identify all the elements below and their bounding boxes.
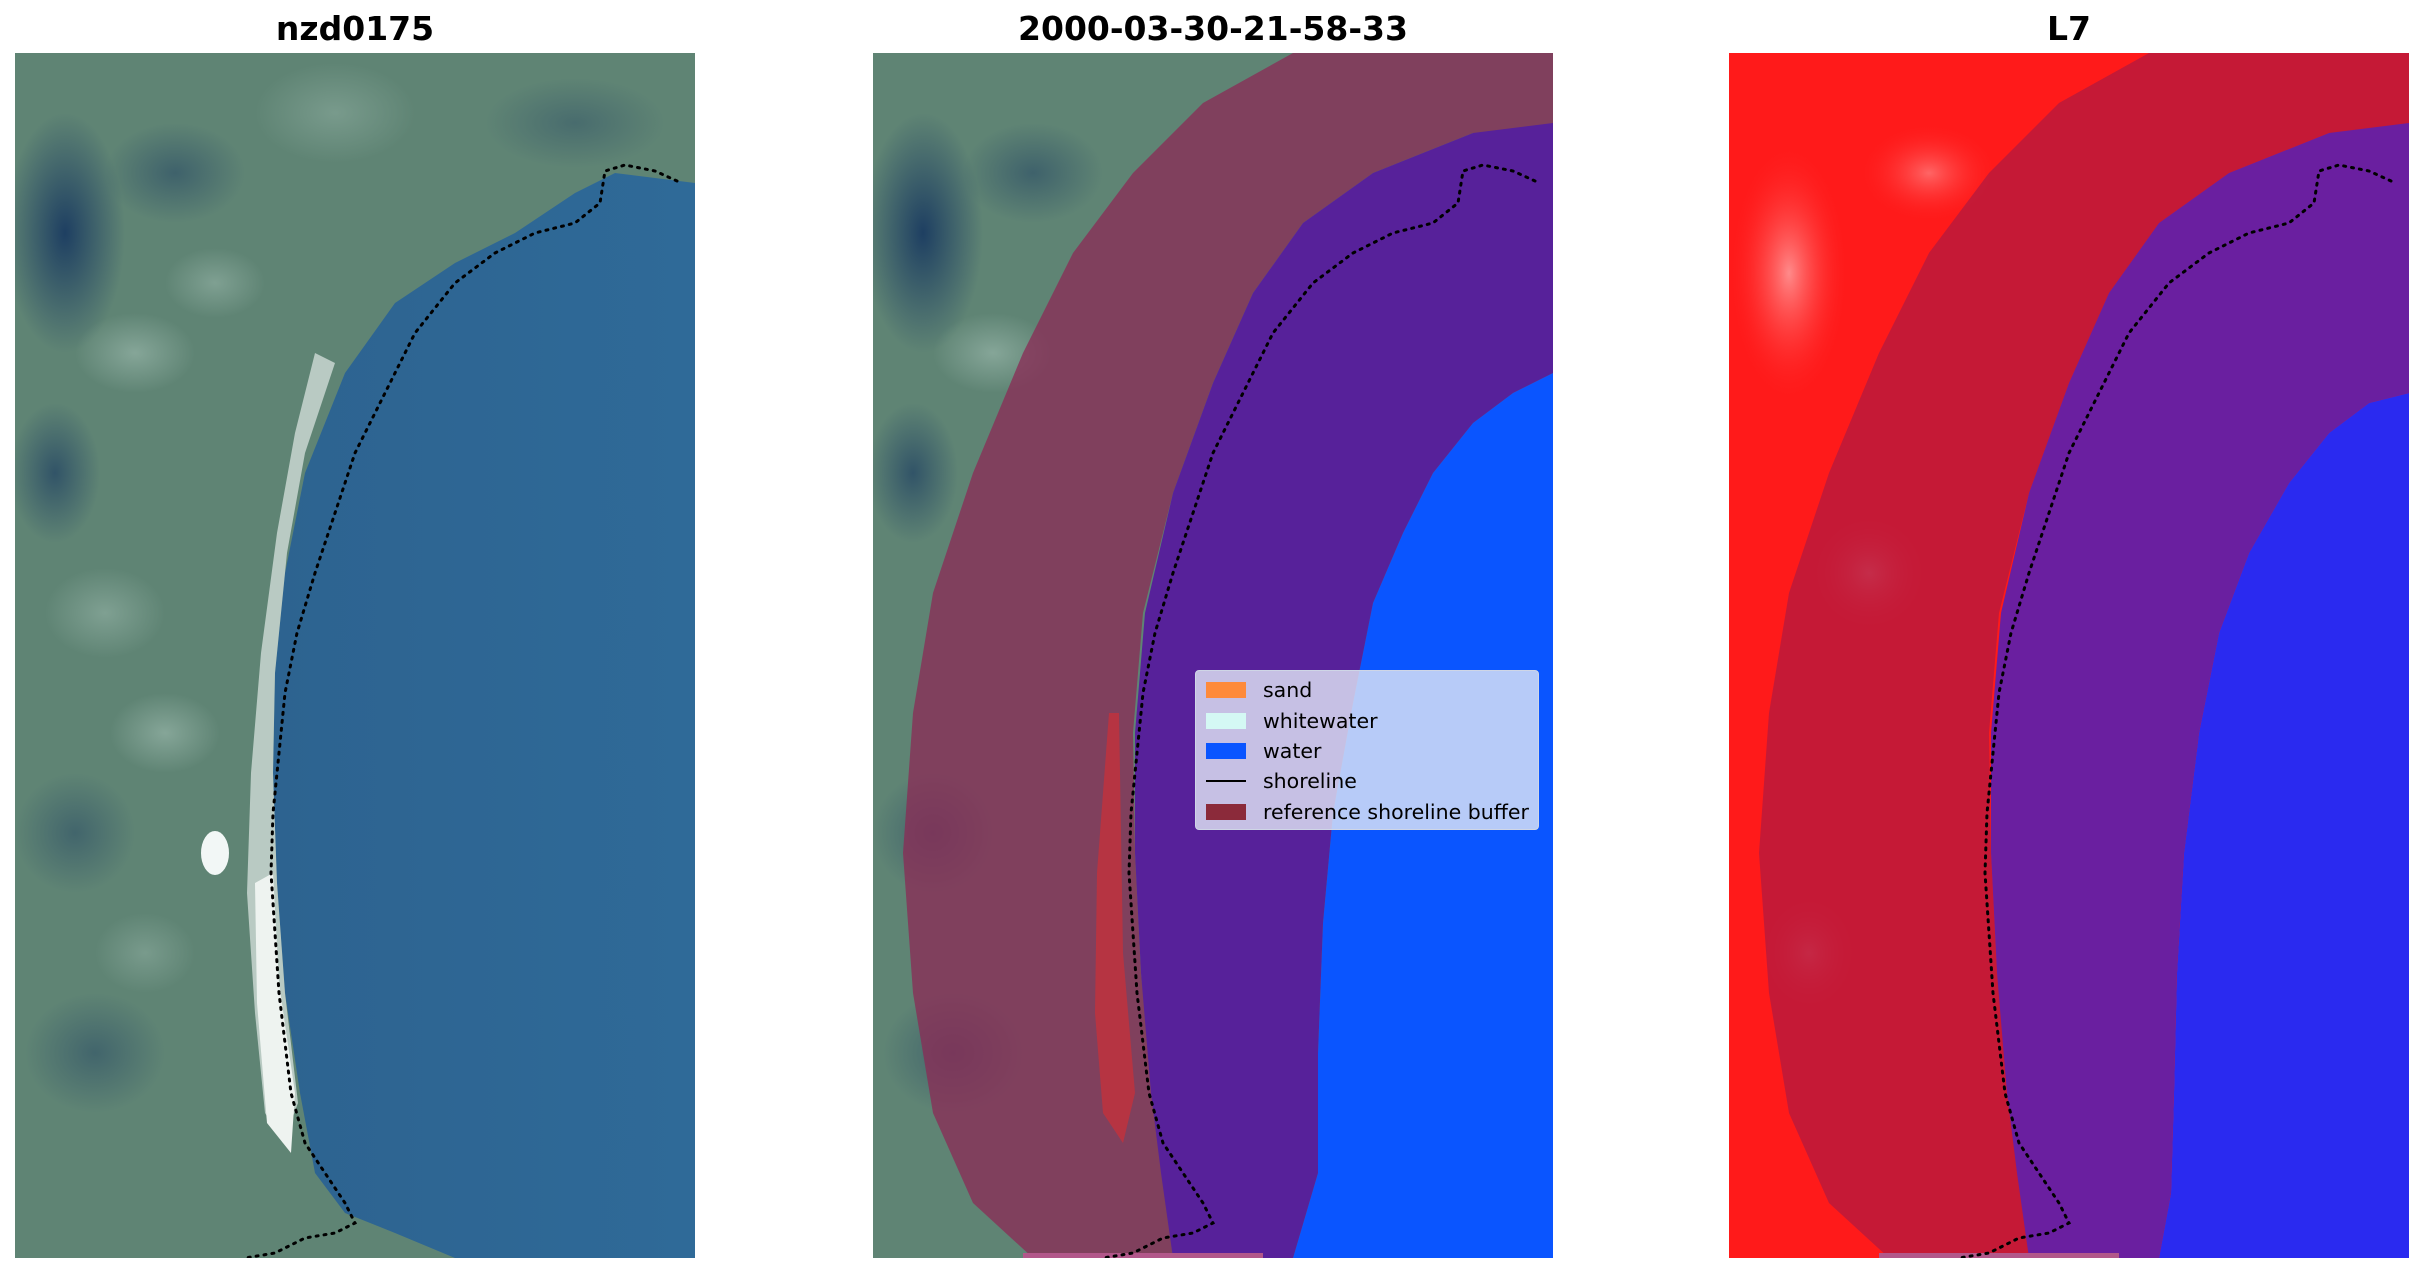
legend-label-whitewater: whitewater (1263, 708, 1378, 733)
legend-item-sand: sand (1196, 675, 1538, 705)
legend-item-whitewater: whitewater (1196, 705, 1538, 735)
legend-item-reference-buffer: reference shoreline buffer (1196, 797, 1538, 827)
l7-probability-map (1729, 53, 2409, 1258)
legend-label-reference-buffer: reference shoreline buffer (1263, 799, 1529, 824)
legend-label-water: water (1263, 738, 1322, 763)
rgb-satellite-image (15, 53, 695, 1258)
classified-image (873, 53, 1553, 1258)
panel-title-rgb: nzd0175 (275, 9, 435, 48)
reference-buffer-overlay (903, 53, 1553, 1258)
legend-item-water: water (1196, 736, 1538, 766)
legend-swatch-sand (1206, 682, 1246, 699)
legend-label-sand: sand (1263, 678, 1313, 703)
panel-title-date: 2000-03-30-21-58-33 (1018, 9, 1408, 48)
legend-swatch-whitewater (1206, 712, 1246, 729)
legend-label-shoreline: shoreline (1263, 769, 1357, 794)
legend-item-shoreline: shoreline (1196, 766, 1538, 796)
panel-title-satellite: L7 (2047, 9, 2091, 48)
legend: sand whitewater water shoreline referenc… (1195, 670, 1539, 830)
legend-swatch-water (1206, 742, 1246, 759)
legend-line-shoreline (1206, 780, 1246, 783)
legend-swatch-reference-buffer (1206, 803, 1246, 820)
